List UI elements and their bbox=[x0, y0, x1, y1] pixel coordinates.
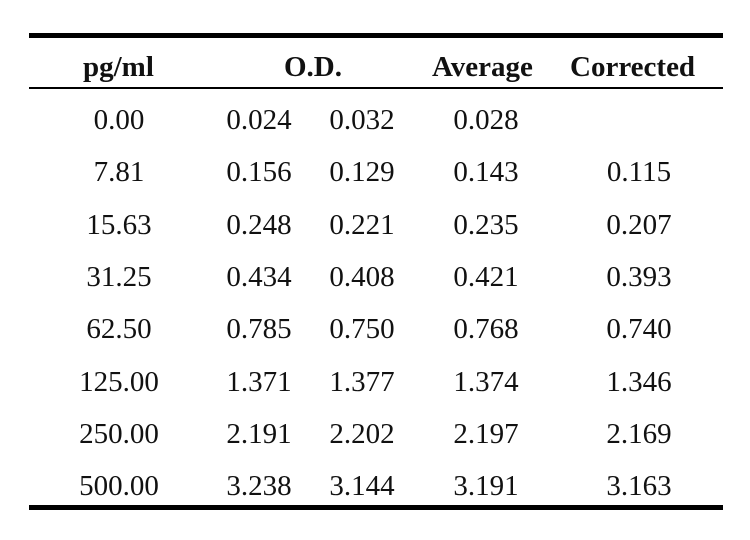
cell-corrected: 0.740 bbox=[606, 313, 672, 346]
cell-concentration: 250.00 bbox=[79, 417, 159, 450]
cell-average: 0.235 bbox=[453, 208, 519, 241]
cell-concentration: 125.00 bbox=[79, 365, 159, 398]
cell-corrected: 0.207 bbox=[606, 208, 672, 241]
cell-concentration: 62.50 bbox=[86, 313, 152, 346]
cell-od-2: 1.377 bbox=[329, 365, 395, 398]
header-concentration: pg/ml bbox=[83, 51, 154, 83]
cell-od-1: 0.434 bbox=[226, 260, 292, 293]
cell-od-1: 0.785 bbox=[226, 313, 292, 346]
cell-od-1: 0.024 bbox=[226, 104, 292, 136]
cell-od-1: 1.371 bbox=[226, 365, 292, 398]
cell-average: 0.028 bbox=[453, 104, 519, 136]
cell-od-1: 2.191 bbox=[226, 417, 292, 450]
cell-od-2: 3.144 bbox=[329, 470, 395, 503]
cell-corrected: 1.346 bbox=[606, 365, 672, 398]
cell-od-2: 0.221 bbox=[329, 208, 395, 241]
cell-average: 3.191 bbox=[453, 470, 519, 503]
cell-corrected: 2.169 bbox=[606, 417, 672, 450]
cell-od-2: 0.129 bbox=[329, 156, 395, 189]
cell-od-2: 2.202 bbox=[329, 417, 395, 450]
cell-concentration: 15.63 bbox=[86, 208, 152, 241]
cell-corrected: 0.393 bbox=[606, 260, 672, 293]
cell-od-2: 0.032 bbox=[329, 104, 395, 136]
cell-corrected: 0.115 bbox=[606, 156, 672, 189]
cell-od-1: 0.156 bbox=[226, 156, 292, 189]
header-od: O.D. bbox=[284, 51, 342, 83]
cell-average: 1.374 bbox=[453, 365, 519, 398]
cell-concentration: 500.00 bbox=[79, 470, 159, 503]
cell-od-1: 0.248 bbox=[226, 208, 292, 241]
cell-concentration: 31.25 bbox=[86, 260, 152, 293]
cell-concentration: 0.00 bbox=[93, 104, 145, 136]
cell-corrected: 3.163 bbox=[606, 470, 672, 503]
header-corrected: Corrected bbox=[570, 51, 696, 83]
table-header-rule bbox=[29, 87, 723, 89]
cell-average: 0.421 bbox=[453, 260, 519, 293]
cell-concentration: 7.81 bbox=[93, 156, 145, 189]
table-top-rule bbox=[29, 33, 723, 38]
cell-average: 2.197 bbox=[453, 417, 519, 450]
cell-average: 0.768 bbox=[453, 313, 519, 346]
table-bottom-rule bbox=[29, 505, 723, 510]
cell-od-2: 0.408 bbox=[329, 260, 395, 293]
cell-od-1: 3.238 bbox=[226, 470, 292, 503]
cell-average: 0.143 bbox=[453, 156, 519, 189]
header-average: Average bbox=[432, 51, 533, 83]
cell-od-2: 0.750 bbox=[329, 313, 395, 346]
